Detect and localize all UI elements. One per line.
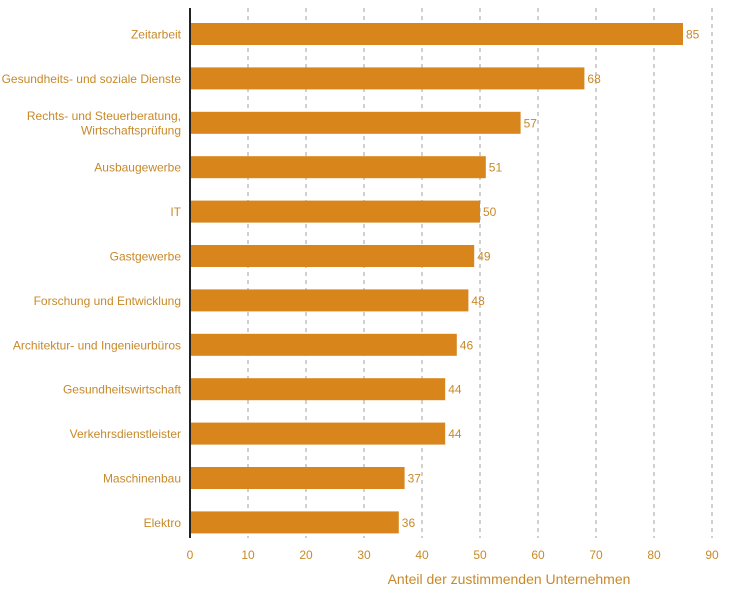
category-label: Maschinenbau <box>103 472 181 486</box>
category-label: Forschung und Entwicklung <box>34 294 181 308</box>
bar <box>190 378 446 401</box>
data-label: 48 <box>471 294 485 308</box>
data-label: 57 <box>524 116 538 130</box>
category-label: Gastgewerbe <box>110 250 182 264</box>
x-tick-label: 30 <box>357 548 371 562</box>
x-tick-label: 80 <box>647 548 661 562</box>
x-tick-label: 90 <box>705 548 719 562</box>
category-label: Verkehrsdienstleister <box>70 427 181 441</box>
gridlines <box>247 8 713 538</box>
bar <box>190 422 446 445</box>
category-label: Gesundheits- und soziale Dienste <box>2 72 182 86</box>
category-label: Ausbaugewerbe <box>94 161 181 175</box>
x-tick-label: 20 <box>299 548 313 562</box>
data-label: 51 <box>489 161 503 175</box>
x-tick-label: 10 <box>241 548 255 562</box>
data-label: 37 <box>408 472 422 486</box>
category-label: IT <box>170 205 181 219</box>
bar <box>190 289 469 312</box>
data-label: 50 <box>483 205 497 219</box>
x-tick-label: 60 <box>531 548 545 562</box>
x-axis-ticks: 0 10 20 30 40 50 60 70 80 90 <box>187 548 719 562</box>
bar <box>190 111 521 134</box>
bar <box>190 333 457 356</box>
category-label: Zeitarbeit <box>131 28 182 42</box>
value-labels: 85 68 57 51 50 49 48 46 44 44 37 36 <box>402 28 700 530</box>
bars <box>190 23 683 534</box>
bar <box>190 23 683 45</box>
x-tick-label: 0 <box>187 548 194 562</box>
x-tick-label: 70 <box>589 548 603 562</box>
category-labels: Zeitarbeit Gesundheits- und soziale Diens… <box>2 28 182 530</box>
data-label: 46 <box>460 338 474 352</box>
bar <box>190 467 405 489</box>
data-label: 49 <box>477 250 491 264</box>
x-tick-label: 50 <box>473 548 487 562</box>
category-label: Architektur- und Ingenieurbüros <box>13 338 181 352</box>
category-label: Gesundheitswirtschaft <box>63 383 182 397</box>
category-label: Wirtschaftsprüfung <box>81 124 181 138</box>
bar <box>190 245 475 267</box>
data-label: 68 <box>587 72 601 86</box>
x-tick-label: 40 <box>415 548 429 562</box>
data-label: 44 <box>448 383 462 397</box>
data-label: 44 <box>448 427 462 441</box>
category-label: Elektro <box>144 516 182 530</box>
data-label: 36 <box>402 516 416 530</box>
x-axis-title: Anteil der zustimmenden Unternehmen <box>388 571 631 587</box>
bar <box>190 67 585 90</box>
bar <box>190 156 486 179</box>
category-label: Rechts- und Steuerberatung, <box>27 109 181 123</box>
data-label: 85 <box>686 28 700 42</box>
bar <box>190 511 399 534</box>
bar <box>190 200 480 223</box>
